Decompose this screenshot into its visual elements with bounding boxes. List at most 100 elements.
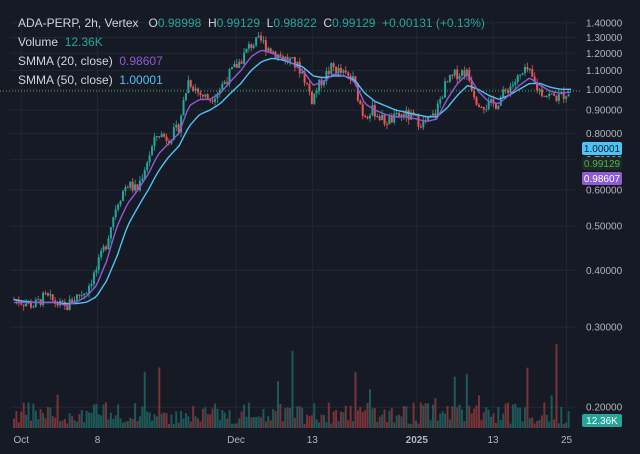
volume-bar bbox=[39, 409, 42, 428]
candle-body bbox=[148, 155, 151, 163]
volume-bar bbox=[325, 421, 328, 428]
candle-body bbox=[42, 292, 45, 306]
candle-body bbox=[165, 136, 168, 142]
candle-body bbox=[267, 48, 270, 51]
volume-bar bbox=[451, 406, 454, 428]
candle-body bbox=[385, 124, 388, 126]
volume-bar bbox=[327, 402, 330, 428]
candle-body bbox=[514, 81, 517, 85]
candle-body bbox=[339, 67, 342, 73]
volume-bar bbox=[385, 422, 388, 428]
candle-body bbox=[373, 104, 376, 117]
candle-body bbox=[303, 71, 306, 83]
candle-body bbox=[199, 92, 202, 96]
volume-bar bbox=[180, 410, 183, 428]
candle-body bbox=[434, 113, 437, 117]
candle-body bbox=[359, 100, 362, 105]
volume-bar bbox=[494, 422, 497, 428]
volume-bar bbox=[303, 423, 306, 428]
volume-value: 12.36K bbox=[64, 35, 103, 49]
volume-bar bbox=[320, 414, 323, 428]
y-tick-label: 0.40000 bbox=[586, 266, 623, 277]
y-tick-label: 0.20000 bbox=[586, 403, 623, 414]
volume-histogram bbox=[13, 344, 570, 428]
candle-body bbox=[429, 115, 432, 117]
volume-bar bbox=[475, 405, 478, 428]
candle-body bbox=[497, 105, 500, 109]
price-axis[interactable]: 1.40000 1.30000 1.20000 1.10000 1.00000 0.900… bbox=[586, 18, 623, 413]
volume-bar bbox=[85, 410, 88, 428]
volume-bar bbox=[523, 407, 526, 428]
volume-bar bbox=[339, 411, 342, 428]
volume-bar bbox=[51, 416, 54, 428]
volume-bar bbox=[521, 421, 524, 428]
volume-bar bbox=[335, 409, 338, 428]
volume-bar bbox=[209, 414, 212, 428]
candle-body bbox=[485, 109, 488, 111]
candle-body bbox=[102, 246, 105, 251]
candle-body bbox=[313, 93, 316, 104]
volume-bar bbox=[349, 405, 352, 428]
candle-body bbox=[272, 51, 275, 54]
volume-bar bbox=[516, 407, 519, 428]
volume-bar bbox=[342, 412, 345, 428]
candle-body bbox=[548, 93, 551, 97]
volume-bar bbox=[376, 421, 379, 428]
smma50-legend-row[interactable]: SMMA (50, close) 1.00001 bbox=[18, 71, 485, 90]
candle-body bbox=[158, 136, 161, 138]
candle-body bbox=[441, 97, 444, 99]
volume-bar bbox=[502, 413, 505, 428]
candle-body bbox=[344, 70, 347, 73]
volume-bar bbox=[228, 410, 231, 428]
volume-legend-row[interactable]: Volume 12.36K bbox=[18, 33, 485, 52]
symbol-title[interactable]: ADA-PERP, 2h, Vertex bbox=[18, 16, 139, 30]
candle-body bbox=[262, 40, 265, 42]
volume-bar bbox=[461, 409, 464, 428]
y-tick-label: 0.80000 bbox=[586, 129, 623, 140]
candle-body bbox=[216, 93, 219, 99]
candle-body bbox=[100, 250, 103, 258]
y-tick-label: 1.10000 bbox=[586, 66, 623, 77]
volume-bar bbox=[245, 416, 248, 428]
volume-bar bbox=[238, 418, 241, 428]
candle-body bbox=[468, 69, 471, 81]
volume-bar bbox=[453, 376, 456, 428]
time-axis[interactable]: Oct 8 Dec 13 2025 13 25 bbox=[14, 435, 573, 446]
candle-body bbox=[402, 114, 405, 118]
candle-body bbox=[117, 204, 120, 210]
candle-body bbox=[562, 91, 565, 99]
volume-bar bbox=[153, 414, 156, 428]
volume-bar bbox=[398, 414, 401, 428]
volume-bar bbox=[199, 421, 202, 428]
candle-body bbox=[536, 82, 539, 91]
volume-bar bbox=[499, 420, 502, 428]
candle-body bbox=[71, 299, 74, 304]
candle-body bbox=[470, 80, 473, 91]
candle-body bbox=[410, 112, 413, 120]
candle-body bbox=[29, 301, 32, 308]
candle-body bbox=[78, 294, 81, 296]
volume-bar bbox=[557, 423, 560, 428]
volume-bar bbox=[322, 414, 325, 428]
candle-body bbox=[366, 116, 369, 119]
volume-bar bbox=[61, 420, 64, 428]
volume-bar bbox=[465, 373, 468, 428]
volume-bar bbox=[71, 416, 74, 428]
volume-bar bbox=[165, 413, 168, 428]
chart-grid bbox=[10, 20, 575, 428]
candle-body bbox=[368, 115, 371, 119]
volume-bar bbox=[75, 421, 78, 428]
candle-body bbox=[269, 48, 272, 54]
candle-body bbox=[361, 104, 364, 116]
candle-body bbox=[516, 75, 519, 82]
volume-bar bbox=[29, 420, 32, 428]
volume-bar bbox=[567, 411, 570, 428]
candle-body bbox=[553, 93, 556, 96]
volume-bar bbox=[112, 418, 115, 428]
volume-bar bbox=[400, 416, 403, 428]
smma20-legend-row[interactable]: SMMA (20, close) 0.98607 bbox=[18, 52, 485, 71]
volume-bar bbox=[514, 403, 517, 428]
volume-label: Volume bbox=[18, 35, 59, 49]
volume-bar bbox=[318, 422, 321, 428]
